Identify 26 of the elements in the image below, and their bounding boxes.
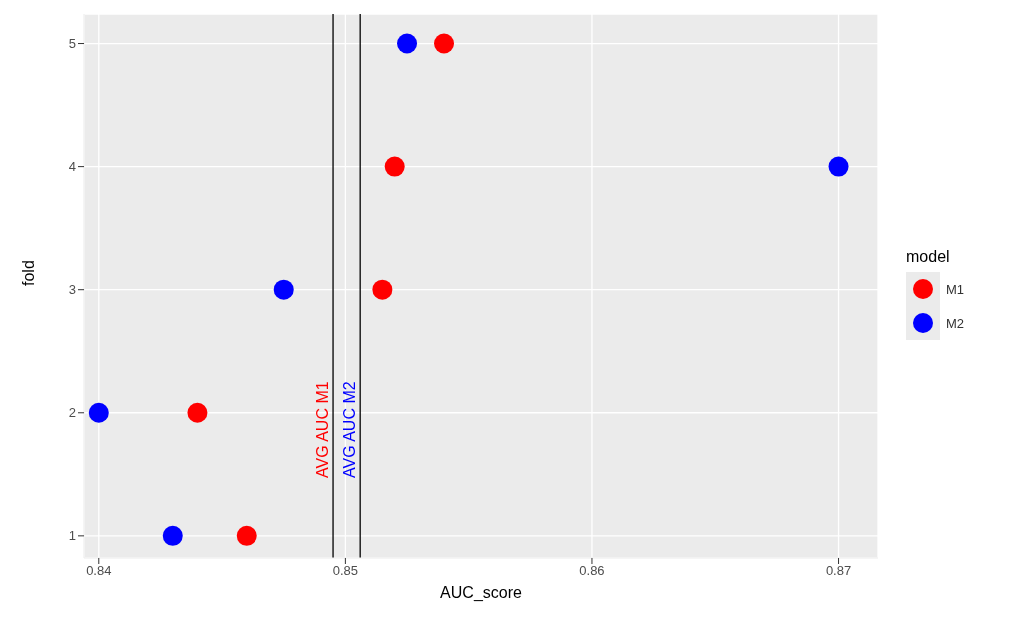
y-tick-label: 5 <box>68 36 76 52</box>
point <box>372 279 393 300</box>
point <box>236 525 257 546</box>
point <box>397 33 418 54</box>
point <box>828 156 849 177</box>
point <box>434 33 455 54</box>
x-tick-label: 0.84 <box>86 563 112 579</box>
y-tick-label: 3 <box>68 282 76 298</box>
y-tick-label: 4 <box>68 159 76 175</box>
point <box>187 402 208 423</box>
point <box>384 156 405 177</box>
ref-line-label: AVG AUC M1 <box>314 381 332 478</box>
ref-line-label: AVG AUC M2 <box>341 381 359 478</box>
x-tick-label: 0.85 <box>332 563 359 579</box>
legend-title: model <box>906 248 951 266</box>
point <box>273 279 294 300</box>
y-tick-label: 1 <box>68 528 76 544</box>
y-tick-label: 2 <box>68 405 76 421</box>
legend-label: M1 <box>946 281 965 297</box>
x-axis-title: AUC_score <box>440 584 522 602</box>
point <box>88 402 109 423</box>
legend-label: M2 <box>946 315 965 331</box>
x-tick-label: 0.87 <box>825 563 852 579</box>
x-tick-label: 0.86 <box>579 563 605 579</box>
y-axis-title: fold <box>19 260 37 286</box>
point <box>162 525 183 546</box>
